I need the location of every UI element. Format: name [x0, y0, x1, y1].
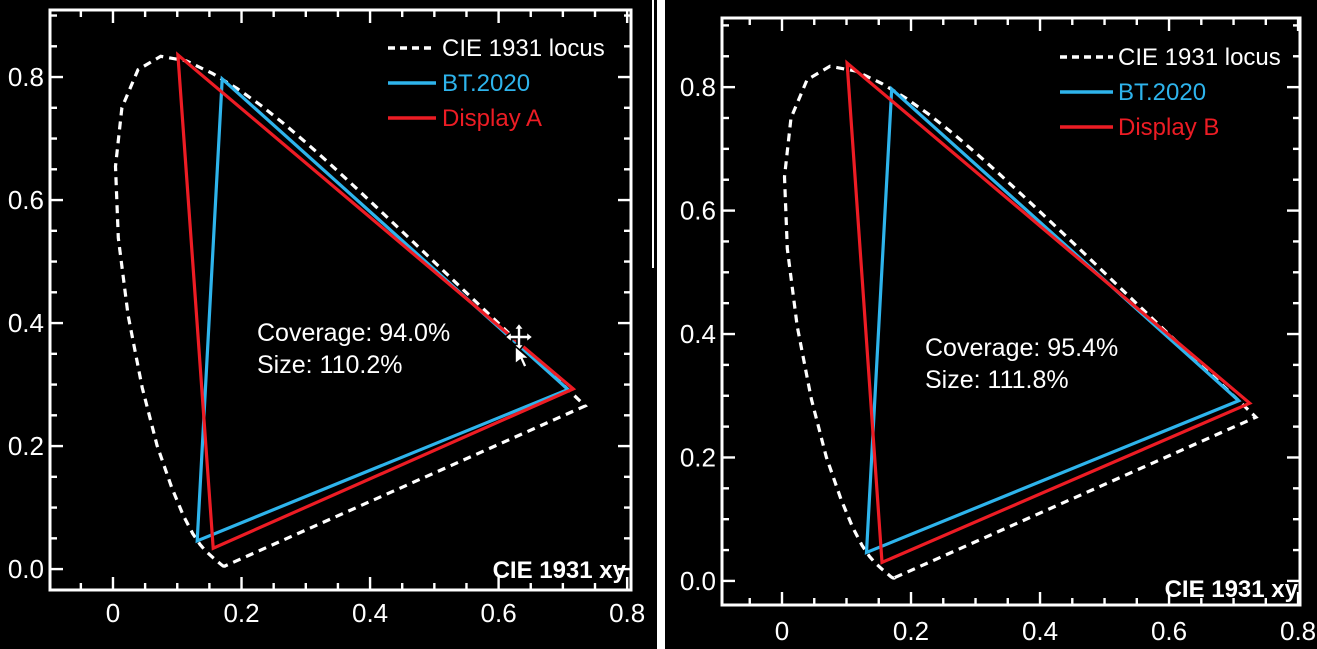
plot-box [720, 16, 1302, 607]
window-divider [657, 0, 665, 649]
axis-ticks [722, 18, 1300, 605]
x-tick-label: 0.8 [609, 598, 645, 628]
x-tick-label: 0.4 [352, 598, 388, 628]
y-tick-label: 0.2 [8, 431, 44, 461]
legend-label-display-a: Display A [442, 105, 542, 132]
window-divider-line [652, 0, 654, 268]
chart-panel-display-b[interactable]: 0 0.2 0.4 0.6 0.8 0.0 0.2 0.4 0.6 0.8 CIE 1931 loc… [666, 0, 1317, 649]
pointer-arrow-icon [514, 344, 532, 369]
legend-label-bt-2020: BT.2020 [1118, 79, 1206, 106]
chart-panel-display-a[interactable]: 0 0.2 0.4 0.6 0.8 0.0 0.2 0.4 0.6 0.8 CIE 1931 loc… [0, 0, 652, 649]
plot-box [48, 8, 633, 592]
move-cursor-icon [503, 321, 535, 369]
corner-label: CIE 1931 xy [1165, 576, 1299, 603]
x-tick-label: 0.2 [223, 598, 259, 628]
y-tick-label: 0.8 [8, 62, 44, 92]
legend: CIE 1931 locus BT.2020 Display B [1060, 44, 1281, 141]
legend: CIE 1931 locus BT.2020 Display A [388, 35, 605, 132]
legend-label-cie-1931-locus: CIE 1931 locus [442, 35, 605, 62]
coverage-annotation: Coverage: 95.4% [925, 334, 1118, 362]
y-tick-label: 0.4 [680, 319, 716, 349]
move-cross-icon [503, 321, 535, 353]
x-tick-label: 0.6 [481, 598, 517, 628]
cie-1931-locus-path [113, 54, 589, 568]
axis-ticks [50, 10, 631, 590]
legend-label-bt-2020: BT.2020 [442, 70, 530, 97]
y-tick-label: 0.0 [8, 554, 44, 584]
y-tick-label: 0.4 [8, 308, 44, 338]
size-annotation: Size: 110.2% [257, 351, 402, 379]
bt-2020-path [195, 75, 571, 544]
display-a-path [176, 51, 577, 551]
chromaticity-chart-display-b[interactable]: 0 0.2 0.4 0.6 0.8 0.0 0.2 0.4 0.6 0.8 CIE 1931 loc… [666, 0, 1317, 649]
y-tick-label: 0.6 [680, 196, 716, 226]
size-annotation: Size: 111.8% [925, 366, 1069, 394]
y-tick-label: 0.8 [680, 72, 716, 102]
legend-label-display-b: Display B [1118, 114, 1219, 141]
bt-2020-path [864, 85, 1242, 555]
x-tick-label: 0 [106, 598, 120, 628]
y-tick-label: 0.2 [680, 442, 716, 472]
y-tick-label: 0.0 [680, 566, 716, 596]
chromaticity-chart-display-a[interactable]: 0 0.2 0.4 0.6 0.8 0.0 0.2 0.4 0.6 0.8 CIE 1931 loc… [0, 0, 652, 649]
x-tick-label: 0.4 [1022, 616, 1058, 646]
y-tick-label: 0.6 [8, 185, 44, 215]
legend-label-cie-1931-locus: CIE 1931 locus [1118, 44, 1281, 71]
x-tick-label: 0.8 [1280, 616, 1316, 646]
corner-label: CIE 1931 xy [493, 557, 627, 584]
x-tick-label: 0.6 [1151, 616, 1187, 646]
x-tick-label: 0.2 [893, 616, 929, 646]
display-b-path [845, 59, 1253, 565]
coverage-annotation: Coverage: 94.0% [257, 319, 450, 347]
x-tick-label: 0 [775, 616, 789, 646]
